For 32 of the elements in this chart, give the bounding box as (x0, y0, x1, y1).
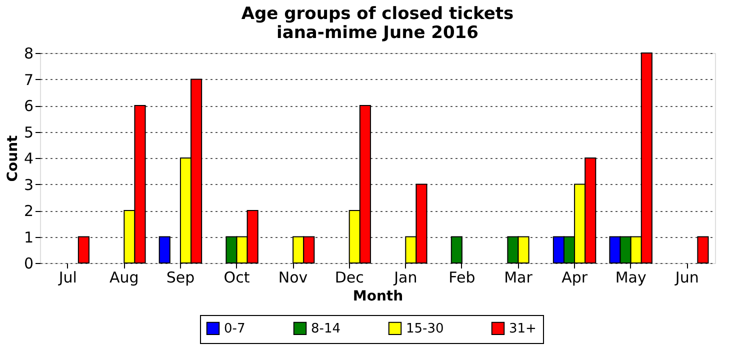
bar (158, 236, 170, 264)
y-tick-label: 5 (24, 123, 34, 142)
x-tick-label: Oct (224, 268, 250, 286)
x-tick-label: Dec (334, 268, 364, 286)
x-tick-label: Nov (278, 268, 308, 286)
x-tick-label: May (615, 268, 646, 286)
x-tick-label: Jul (58, 268, 77, 286)
x-tick-label: Jun (674, 268, 699, 286)
y-tick-label: 0 (24, 254, 34, 272)
x-tick-label: Aug (110, 268, 139, 286)
x-tick-label: Apr (562, 268, 588, 286)
y-tick-label: 4 (24, 150, 34, 168)
y-tick-label: 1 (24, 228, 34, 246)
chart-title: Age groups of closed tickets (241, 4, 514, 24)
legend-label: 8-14 (311, 321, 341, 336)
y-axis-title: Count (4, 134, 21, 182)
x-tick-label: Jan (393, 268, 418, 286)
y-tick-label: 8 (24, 44, 34, 62)
y-tick-label: 2 (24, 202, 34, 220)
x-tick-label: Sep (166, 268, 195, 286)
legend-label: 15-30 (406, 321, 444, 336)
chart-subtitle: iana-mime June 2016 (276, 23, 478, 43)
x-axis-title: Month (352, 288, 404, 304)
bar (697, 236, 709, 264)
y-tick-label: 3 (24, 176, 34, 194)
bar (78, 236, 90, 264)
legend-label: 0-7 (224, 321, 246, 336)
legend-label: 31+ (509, 321, 536, 336)
y-tick-label: 6 (24, 97, 34, 115)
y-tick-label: 7 (24, 70, 34, 89)
x-tick-label: Feb (448, 268, 476, 286)
x-tick-label: Mar (504, 268, 534, 286)
